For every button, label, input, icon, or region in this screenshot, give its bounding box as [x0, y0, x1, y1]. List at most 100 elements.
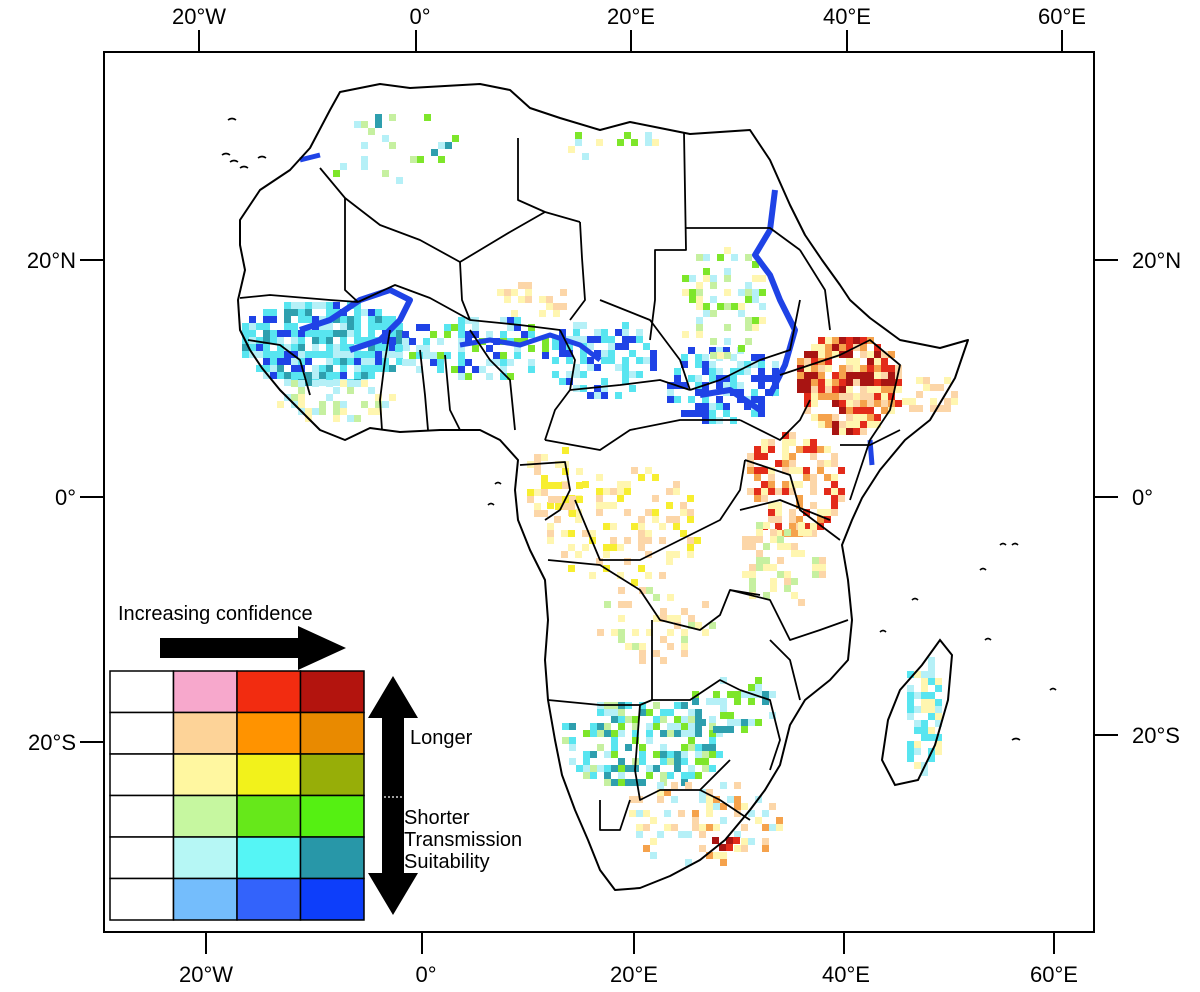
raster-cell: [646, 765, 653, 772]
raster-cell: [375, 323, 382, 330]
raster-cell: [610, 537, 617, 544]
raster-cell: [860, 414, 867, 421]
raster-cell: [611, 730, 618, 737]
raster-cell: [396, 351, 403, 358]
raster-cell: [610, 523, 617, 530]
raster-cell: [888, 407, 895, 414]
raster-cell: [914, 720, 921, 727]
raster-cell: [695, 361, 702, 368]
raster-cell: [546, 303, 553, 310]
raster-cell: [754, 488, 761, 495]
raster-cell: [596, 495, 603, 502]
raster-cell: [734, 845, 741, 852]
raster-cell: [305, 302, 312, 309]
raster-cell: [625, 601, 632, 608]
raster-cell: [678, 810, 685, 817]
raster-cell: [546, 296, 553, 303]
raster-cell: [839, 372, 846, 379]
raster-cell: [601, 329, 608, 336]
raster-cell: [667, 772, 674, 779]
raster-cell: [500, 373, 507, 380]
raster-cell: [617, 488, 624, 495]
raster-cell: [594, 392, 601, 399]
raster-cell: [867, 379, 874, 386]
raster-cell: [368, 358, 375, 365]
legend-cell: [236, 753, 302, 797]
raster-cell: [881, 386, 888, 393]
raster-cell: [803, 509, 810, 516]
raster-cell: [696, 296, 703, 303]
raster-cell: [723, 382, 730, 389]
raster-cell: [713, 852, 720, 859]
raster-cell: [874, 365, 881, 372]
raster-cell: [689, 289, 696, 296]
raster-cell: [756, 557, 763, 564]
raster-cell: [667, 730, 674, 737]
raster-cell: [347, 316, 354, 323]
raster-cell: [695, 622, 702, 629]
raster-cell: [738, 345, 745, 352]
raster-cell: [534, 503, 541, 510]
raster-cell: [566, 350, 573, 357]
raster-cell: [831, 460, 838, 467]
raster-cell: [867, 414, 874, 421]
raster-cell: [716, 368, 723, 375]
raster-cell: [542, 352, 549, 359]
raster-cell: [720, 782, 727, 789]
raster-cell: [645, 572, 652, 579]
raster-cell: [653, 702, 660, 709]
raster-cell: [944, 377, 951, 384]
raster-cell: [791, 592, 798, 599]
raster-cell: [666, 502, 673, 509]
raster-cell: [657, 789, 664, 796]
raster-cell: [622, 357, 629, 364]
raster-cell: [759, 303, 766, 310]
raster-cell: [777, 557, 784, 564]
legend-cell: [299, 670, 365, 714]
raster-cell: [706, 803, 713, 810]
raster-cell: [629, 810, 636, 817]
raster-cell: [895, 379, 902, 386]
raster-river: [752, 189, 798, 397]
raster-cell: [639, 587, 646, 594]
raster-cell: [685, 782, 692, 789]
raster-cell: [846, 407, 853, 414]
raster-cell: [333, 408, 340, 415]
raster-cell: [696, 331, 703, 338]
raster-cell: [368, 365, 375, 372]
raster-cell: [430, 331, 437, 338]
raster-cell: [291, 323, 298, 330]
raster-cell: [396, 358, 403, 365]
raster-cell: [769, 824, 776, 831]
raster-cell: [610, 488, 617, 495]
raster-cell: [604, 779, 611, 786]
raster-cell: [685, 831, 692, 838]
legend-right-arrow: [160, 626, 346, 670]
raster-cell: [706, 789, 713, 796]
raster-cell: [624, 481, 631, 488]
raster-cell: [636, 824, 643, 831]
raster-cell: [755, 684, 762, 691]
raster-cell: [568, 565, 575, 572]
raster-cell: [590, 751, 597, 758]
raster-cell: [604, 765, 611, 772]
raster-cell: [824, 460, 831, 467]
raster-cell: [824, 474, 831, 481]
raster-cell: [768, 446, 775, 453]
raster-cell: [472, 366, 479, 373]
raster-cell: [277, 337, 284, 344]
raster-cell: [747, 467, 754, 474]
raster-cell: [846, 421, 853, 428]
raster-cell: [723, 375, 730, 382]
raster-cell: [667, 751, 674, 758]
raster-cell: [674, 758, 681, 765]
raster-cell: [610, 544, 617, 551]
raster-cell: [674, 723, 681, 730]
raster-cell: [242, 351, 249, 358]
raster-cell: [632, 723, 639, 730]
raster-cell: [493, 352, 500, 359]
raster-cell: [930, 405, 937, 412]
raster-cell: [667, 382, 674, 389]
raster-cell: [660, 751, 667, 758]
raster-cell: [749, 543, 756, 550]
